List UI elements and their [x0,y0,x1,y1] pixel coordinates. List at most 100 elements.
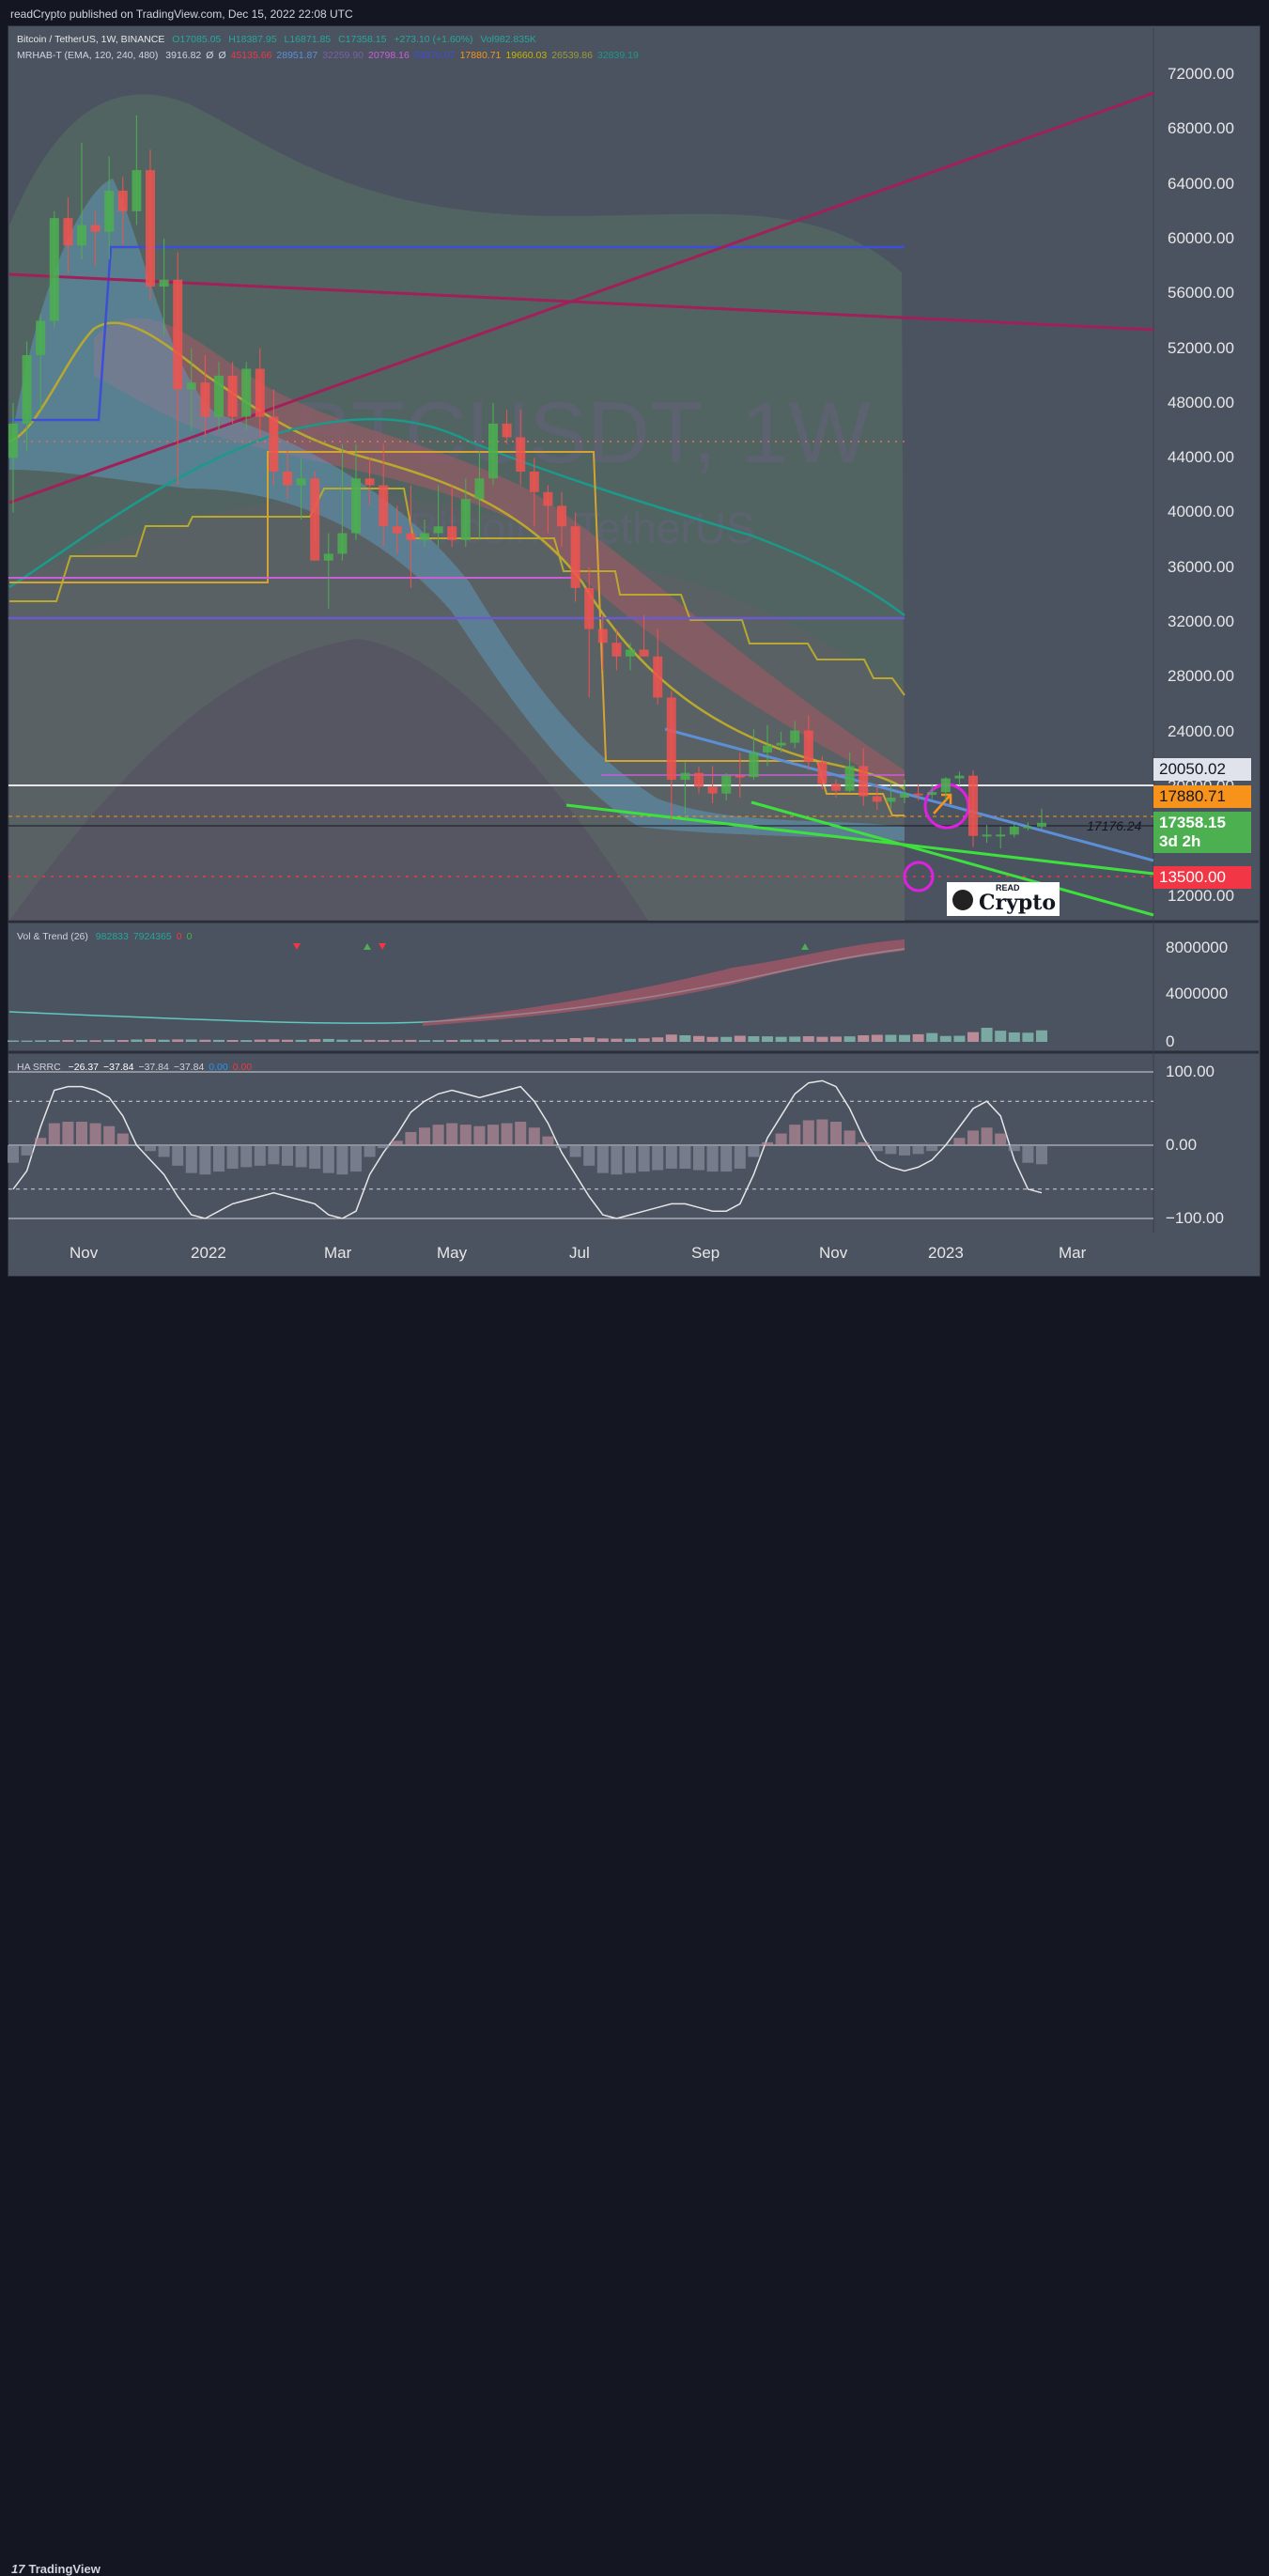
srrc-bar [364,1145,376,1157]
volume-bar [967,1032,979,1042]
candle-body [392,526,402,534]
volume-bar [378,1040,390,1042]
indicator-value-3: 45135.66 [230,50,272,61]
symbol-name: Bitcoin / TetherUS, 1W, BINANCE [17,34,165,45]
volume-bar [391,1040,403,1042]
price-tick: 32000.00 [1168,613,1234,630]
volume-bar [350,1039,362,1042]
srrc-value-0: −26.37 [68,1062,100,1073]
candle-body [1023,826,1033,829]
srrc-bar [693,1145,704,1171]
time-tick: Sep [691,1244,720,1262]
price-tick: 40000.00 [1168,503,1234,521]
volume-bar [35,1040,47,1042]
srrc-line [12,1079,1043,1219]
buy-signal-icon [364,943,371,950]
volume-bar [775,1036,787,1042]
candle-body [859,766,869,797]
volume-bar [830,1036,842,1042]
time-tick: Nov [819,1244,848,1262]
srrc-bar [226,1145,239,1169]
candle-body [954,775,965,779]
candle-body [269,416,279,472]
time-tick: Mar [324,1244,352,1262]
candle-body [982,834,992,837]
price-tick: 28000.00 [1168,667,1234,686]
candle-body [22,354,32,424]
price-tick: 24000.00 [1168,722,1234,740]
srrc-bar [487,1125,499,1145]
srrc-bar [625,1145,636,1173]
volume-bar [21,1040,33,1042]
indicator-value-11: 32839.19 [596,50,639,61]
volume-bar [981,1028,993,1042]
volume-bar [802,1036,814,1042]
candle-body [351,478,361,534]
candle-body [460,499,471,540]
indicator-value-7: 59370.07 [413,50,456,61]
time-tick: Nov [70,1244,99,1262]
srrc-bar [830,1122,842,1145]
srrc-bar [21,1145,33,1156]
volume-bar [116,1040,129,1042]
volume-bar [871,1034,883,1042]
srrc-bar [350,1145,362,1172]
candle-body [653,656,663,698]
volume-value-0: 982833 [95,931,129,942]
candle-body [488,423,498,479]
srrc-values: −26.37 −37.84 −37.84 −37.84 0.00 0.00 [69,1062,257,1073]
candle-body [516,437,526,472]
srrc-tick: −100.00 [1166,1209,1224,1227]
srrc-bar [419,1127,430,1145]
srrc-bar [158,1145,170,1157]
candle-body [844,766,855,791]
candle-body [447,526,457,540]
volume-bar [158,1039,170,1042]
volume-bar [816,1036,828,1042]
srrc-bar [268,1145,280,1165]
volume-bar [282,1039,293,1042]
srrc-bar [322,1145,334,1173]
volume-bar [240,1040,253,1042]
candle-body [940,778,951,793]
logo-emblem-icon [952,890,973,910]
srrc-legend[interactable]: HA SRRC −26.37 −37.84 −37.84 −37.84 0.00 0.00 [17,1062,261,1073]
volume-bar [885,1034,897,1042]
trendline-green-2 [751,800,1154,917]
tradingview-logo[interactable]: 17 TradingView [11,2562,101,2576]
candle-body [886,798,896,802]
volume-values: 982833 7924365 0 0 [96,931,197,942]
symbol-legend[interactable]: Bitcoin / TetherUS, 1W, BINANCE O17085.0… [17,34,541,45]
sell-signal-icon [379,943,386,950]
volume-bar [734,1035,746,1042]
srrc-bar [596,1145,609,1173]
price-box: 20050.02 [1153,758,1251,781]
volume-pane [8,923,1259,1050]
candle-body [927,792,937,796]
volume-bar [1008,1032,1020,1042]
candle-body [735,775,745,778]
volume-tick: 8000000 [1166,939,1229,956]
indicator-legend[interactable]: MRHAB-T (EMA, 120, 240, 480) 3916.82 Ø Ø 45… [17,50,648,61]
trendline-falling [8,272,1154,332]
volume-legend[interactable]: Vol & Trend (26) 982833 7924365 0 0 [17,931,201,942]
volume-bar [336,1039,348,1042]
volume-bar [679,1035,691,1042]
candle-body [626,649,635,657]
srrc-value-3: −37.84 [173,1062,205,1073]
volume-bar [625,1038,636,1042]
srrc-bar [583,1145,596,1166]
trendline-rising [8,91,1154,504]
candle-body [77,225,86,246]
candle-body [749,752,759,778]
volume-bar [638,1038,650,1042]
indicator-value-2: Ø [218,50,226,61]
volume-bar [583,1037,596,1042]
srrc-bar [8,1145,19,1163]
trendline-green-1 [565,803,1154,876]
srrc-bar [528,1127,540,1145]
readcrypto-logo: READ Crypto [947,882,1060,916]
srrc-bar [748,1145,760,1157]
srrc-bar [569,1145,581,1157]
